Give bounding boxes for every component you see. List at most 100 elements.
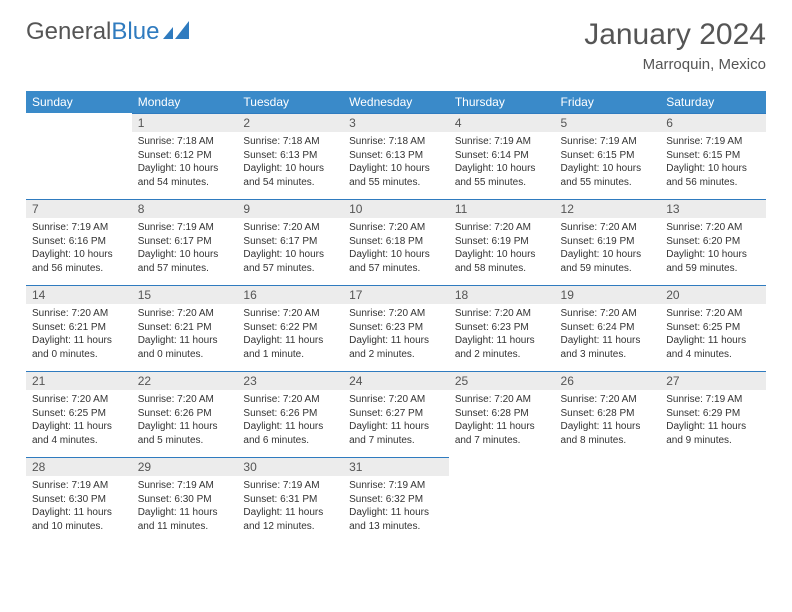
calendar-cell: 5Sunrise: 7:19 AMSunset: 6:15 PMDaylight…	[555, 113, 661, 199]
day-details: Sunrise: 7:18 AMSunset: 6:13 PMDaylight:…	[343, 132, 449, 195]
calendar-row: 14Sunrise: 7:20 AMSunset: 6:21 PMDayligh…	[26, 285, 766, 371]
day-number: 23	[237, 371, 343, 390]
day-details: Sunrise: 7:20 AMSunset: 6:28 PMDaylight:…	[449, 390, 555, 453]
day-number: 9	[237, 199, 343, 218]
weekday-header: Wednesday	[343, 91, 449, 113]
day-details: Sunrise: 7:19 AMSunset: 6:30 PMDaylight:…	[132, 476, 238, 539]
calendar-cell: 7Sunrise: 7:19 AMSunset: 6:16 PMDaylight…	[26, 199, 132, 285]
calendar-cell: 27Sunrise: 7:19 AMSunset: 6:29 PMDayligh…	[660, 371, 766, 457]
day-details: Sunrise: 7:18 AMSunset: 6:12 PMDaylight:…	[132, 132, 238, 195]
calendar-row: 21Sunrise: 7:20 AMSunset: 6:25 PMDayligh…	[26, 371, 766, 457]
day-number: 25	[449, 371, 555, 390]
weekday-header: Friday	[555, 91, 661, 113]
calendar-cell: 28Sunrise: 7:19 AMSunset: 6:30 PMDayligh…	[26, 457, 132, 543]
calendar-body: 1Sunrise: 7:18 AMSunset: 6:12 PMDaylight…	[26, 113, 766, 543]
day-number: 14	[26, 285, 132, 304]
calendar-cell: 22Sunrise: 7:20 AMSunset: 6:26 PMDayligh…	[132, 371, 238, 457]
calendar-cell: 25Sunrise: 7:20 AMSunset: 6:28 PMDayligh…	[449, 371, 555, 457]
calendar-cell: 23Sunrise: 7:20 AMSunset: 6:26 PMDayligh…	[237, 371, 343, 457]
day-number: 3	[343, 113, 449, 132]
calendar-cell: 26Sunrise: 7:20 AMSunset: 6:28 PMDayligh…	[555, 371, 661, 457]
day-details: Sunrise: 7:19 AMSunset: 6:15 PMDaylight:…	[660, 132, 766, 195]
day-number: 12	[555, 199, 661, 218]
day-number: 17	[343, 285, 449, 304]
calendar-cell: 15Sunrise: 7:20 AMSunset: 6:21 PMDayligh…	[132, 285, 238, 371]
day-number: 4	[449, 113, 555, 132]
day-details: Sunrise: 7:20 AMSunset: 6:20 PMDaylight:…	[660, 218, 766, 281]
day-number: 5	[555, 113, 661, 132]
day-number: 16	[237, 285, 343, 304]
day-number: 28	[26, 457, 132, 476]
day-details: Sunrise: 7:20 AMSunset: 6:26 PMDaylight:…	[132, 390, 238, 453]
day-number: 6	[660, 113, 766, 132]
calendar-cell: 21Sunrise: 7:20 AMSunset: 6:25 PMDayligh…	[26, 371, 132, 457]
day-details: Sunrise: 7:19 AMSunset: 6:14 PMDaylight:…	[449, 132, 555, 195]
day-number: 21	[26, 371, 132, 390]
calendar-cell: 10Sunrise: 7:20 AMSunset: 6:18 PMDayligh…	[343, 199, 449, 285]
day-number: 19	[555, 285, 661, 304]
day-details: Sunrise: 7:20 AMSunset: 6:17 PMDaylight:…	[237, 218, 343, 281]
page-header: GeneralBlue January 2024 Marroquin, Mexi…	[26, 18, 766, 73]
day-details: Sunrise: 7:19 AMSunset: 6:29 PMDaylight:…	[660, 390, 766, 453]
day-number: 29	[132, 457, 238, 476]
calendar-cell: 9Sunrise: 7:20 AMSunset: 6:17 PMDaylight…	[237, 199, 343, 285]
day-number: 13	[660, 199, 766, 218]
day-details: Sunrise: 7:20 AMSunset: 6:21 PMDaylight:…	[26, 304, 132, 367]
day-number: 26	[555, 371, 661, 390]
brand-mark-icon	[163, 18, 189, 46]
weekday-row: SundayMondayTuesdayWednesdayThursdayFrid…	[26, 91, 766, 113]
calendar-cell: 14Sunrise: 7:20 AMSunset: 6:21 PMDayligh…	[26, 285, 132, 371]
day-details: Sunrise: 7:19 AMSunset: 6:31 PMDaylight:…	[237, 476, 343, 539]
day-number: 30	[237, 457, 343, 476]
calendar-cell: 18Sunrise: 7:20 AMSunset: 6:23 PMDayligh…	[449, 285, 555, 371]
title-block: January 2024 Marroquin, Mexico	[584, 18, 766, 73]
day-details: Sunrise: 7:20 AMSunset: 6:19 PMDaylight:…	[449, 218, 555, 281]
day-number: 8	[132, 199, 238, 218]
day-details: Sunrise: 7:20 AMSunset: 6:23 PMDaylight:…	[343, 304, 449, 367]
day-number: 2	[237, 113, 343, 132]
brand-part2: Blue	[111, 18, 159, 46]
calendar-cell: 4Sunrise: 7:19 AMSunset: 6:14 PMDaylight…	[449, 113, 555, 199]
location-label: Marroquin, Mexico	[584, 56, 766, 73]
calendar-cell: 2Sunrise: 7:18 AMSunset: 6:13 PMDaylight…	[237, 113, 343, 199]
calendar-cell-empty	[26, 113, 132, 199]
calendar-cell: 24Sunrise: 7:20 AMSunset: 6:27 PMDayligh…	[343, 371, 449, 457]
calendar-row: 28Sunrise: 7:19 AMSunset: 6:30 PMDayligh…	[26, 457, 766, 543]
calendar-cell: 13Sunrise: 7:20 AMSunset: 6:20 PMDayligh…	[660, 199, 766, 285]
weekday-header: Sunday	[26, 91, 132, 113]
calendar-cell-empty	[449, 457, 555, 543]
day-details: Sunrise: 7:19 AMSunset: 6:17 PMDaylight:…	[132, 218, 238, 281]
month-title: January 2024	[584, 18, 766, 52]
calendar-cell: 20Sunrise: 7:20 AMSunset: 6:25 PMDayligh…	[660, 285, 766, 371]
weekday-header: Tuesday	[237, 91, 343, 113]
calendar-cell: 1Sunrise: 7:18 AMSunset: 6:12 PMDaylight…	[132, 113, 238, 199]
calendar-cell: 17Sunrise: 7:20 AMSunset: 6:23 PMDayligh…	[343, 285, 449, 371]
day-details: Sunrise: 7:20 AMSunset: 6:23 PMDaylight:…	[449, 304, 555, 367]
weekday-header: Saturday	[660, 91, 766, 113]
day-number: 22	[132, 371, 238, 390]
day-details: Sunrise: 7:19 AMSunset: 6:15 PMDaylight:…	[555, 132, 661, 195]
day-number: 24	[343, 371, 449, 390]
calendar-head: SundayMondayTuesdayWednesdayThursdayFrid…	[26, 91, 766, 113]
calendar-cell: 31Sunrise: 7:19 AMSunset: 6:32 PMDayligh…	[343, 457, 449, 543]
day-details: Sunrise: 7:20 AMSunset: 6:25 PMDaylight:…	[26, 390, 132, 453]
day-details: Sunrise: 7:20 AMSunset: 6:28 PMDaylight:…	[555, 390, 661, 453]
calendar-cell: 12Sunrise: 7:20 AMSunset: 6:19 PMDayligh…	[555, 199, 661, 285]
day-details: Sunrise: 7:20 AMSunset: 6:27 PMDaylight:…	[343, 390, 449, 453]
day-number: 1	[132, 113, 238, 132]
day-number: 27	[660, 371, 766, 390]
calendar-cell: 8Sunrise: 7:19 AMSunset: 6:17 PMDaylight…	[132, 199, 238, 285]
calendar-cell: 3Sunrise: 7:18 AMSunset: 6:13 PMDaylight…	[343, 113, 449, 199]
brand-part1: General	[26, 18, 111, 46]
calendar-cell-empty	[660, 457, 766, 543]
calendar-table: SundayMondayTuesdayWednesdayThursdayFrid…	[26, 91, 766, 543]
weekday-header: Monday	[132, 91, 238, 113]
brand-logo: GeneralBlue	[26, 18, 189, 46]
day-number: 11	[449, 199, 555, 218]
day-details: Sunrise: 7:20 AMSunset: 6:21 PMDaylight:…	[132, 304, 238, 367]
day-number: 18	[449, 285, 555, 304]
calendar-cell: 30Sunrise: 7:19 AMSunset: 6:31 PMDayligh…	[237, 457, 343, 543]
day-number: 10	[343, 199, 449, 218]
day-details: Sunrise: 7:19 AMSunset: 6:30 PMDaylight:…	[26, 476, 132, 539]
calendar-cell: 6Sunrise: 7:19 AMSunset: 6:15 PMDaylight…	[660, 113, 766, 199]
